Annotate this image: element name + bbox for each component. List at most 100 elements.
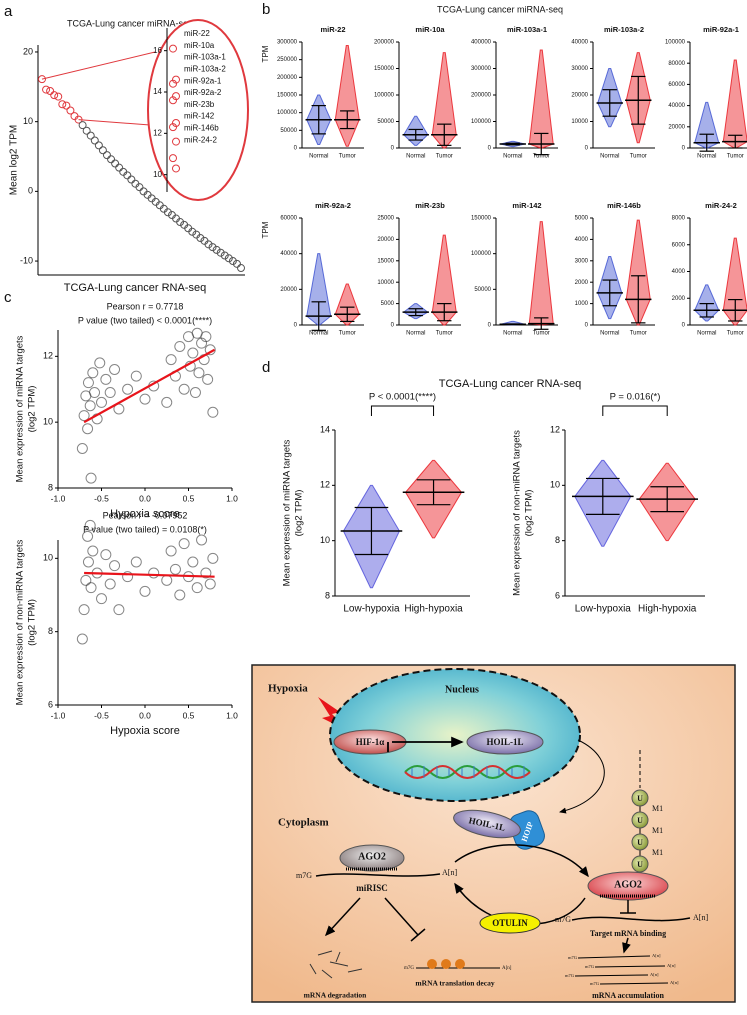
y-tick-label: 3000 bbox=[575, 258, 589, 264]
y-tick-label: 20 bbox=[23, 46, 33, 56]
point bbox=[169, 563, 181, 575]
hoil-node bbox=[453, 809, 521, 839]
point bbox=[161, 574, 173, 586]
x-tick-label: Tumor bbox=[533, 331, 550, 337]
point-cloud bbox=[528, 221, 554, 326]
y-tick-label: 300000 bbox=[277, 40, 298, 46]
annotation: P value (two tailed) = 0.0108(*) bbox=[83, 524, 207, 534]
point bbox=[207, 406, 219, 418]
point bbox=[84, 519, 96, 531]
point bbox=[82, 377, 94, 389]
mrna bbox=[574, 974, 649, 977]
y-tick-label: 5000 bbox=[381, 301, 395, 307]
x-tick-label: -0.5 bbox=[94, 710, 109, 720]
y-tick-label: 40000 bbox=[668, 103, 685, 109]
comparison-label: P = 0.016(*) bbox=[610, 392, 661, 403]
point bbox=[96, 593, 107, 605]
y-axis-label: (log2 TPM) bbox=[294, 490, 305, 537]
point bbox=[78, 604, 90, 616]
complex-label: miRISC bbox=[356, 883, 388, 893]
point bbox=[189, 387, 201, 399]
x-tick-label: Normal bbox=[406, 154, 425, 160]
hoil-label: HOIL-1L bbox=[486, 737, 523, 747]
y-tick-label: 400000 bbox=[471, 40, 492, 46]
y-tick-label: 14 bbox=[320, 424, 330, 434]
point bbox=[66, 106, 75, 115]
x-tick-label: Normal bbox=[309, 154, 328, 160]
x-tick-label: Tumor bbox=[436, 154, 453, 160]
y-tick-label: 0 bbox=[585, 146, 589, 152]
y-tick-label: 8 bbox=[48, 482, 53, 492]
point bbox=[196, 234, 205, 243]
subplot-title: miR-23b bbox=[415, 201, 445, 210]
y-tick-label: 30000 bbox=[571, 66, 588, 72]
point bbox=[84, 400, 96, 412]
point bbox=[178, 383, 190, 395]
lightning-icon bbox=[318, 697, 350, 732]
point bbox=[123, 171, 132, 180]
point bbox=[216, 248, 225, 257]
point bbox=[104, 387, 116, 399]
point bbox=[111, 159, 120, 168]
x-axis-label: Hypoxia score bbox=[110, 725, 180, 737]
inset-label: miR-22 bbox=[184, 29, 210, 38]
point bbox=[82, 530, 94, 542]
x-tick-label: Normal bbox=[600, 154, 619, 160]
point bbox=[127, 175, 136, 184]
x-tick-label: Normal bbox=[309, 331, 328, 337]
y-tick-label: 5000 bbox=[575, 216, 589, 222]
compartment-label: Cytoplasm bbox=[278, 817, 329, 829]
y-tick-label: 2000 bbox=[672, 296, 686, 302]
cap-label: m7G bbox=[590, 981, 600, 986]
tail-label: A[n] bbox=[670, 980, 679, 985]
cap-label: m7G bbox=[585, 964, 595, 969]
y-tick-label: 100000 bbox=[665, 40, 686, 46]
x-tick-label: Tumor bbox=[339, 331, 356, 337]
point bbox=[139, 393, 151, 405]
annotation: Pearson r = 0.7718 bbox=[107, 301, 184, 311]
comparison-label: P < 0.0001(****) bbox=[369, 392, 436, 403]
panel-label: d bbox=[262, 359, 270, 376]
x-tick-label: Tumor bbox=[533, 154, 550, 160]
x-tick-label: Normal bbox=[600, 331, 619, 337]
y-tick-label: 8 bbox=[48, 626, 53, 636]
point bbox=[54, 92, 63, 101]
dna-strand bbox=[404, 765, 531, 779]
y-tick-label: 15000 bbox=[377, 258, 394, 264]
y-tick-label: 6 bbox=[555, 590, 560, 600]
tail-label: A[n] bbox=[502, 966, 512, 971]
tail-label: A[n] bbox=[652, 953, 661, 958]
dna-strand bbox=[404, 765, 531, 779]
nucleus-label: Nucleus bbox=[445, 684, 479, 695]
y-axis-label: (log2 TPM) bbox=[27, 386, 38, 433]
panel-label: c bbox=[4, 289, 12, 306]
ubiquitin bbox=[631, 833, 649, 851]
y-tick-label: 6000 bbox=[672, 242, 686, 248]
y-tick-label: 20000 bbox=[571, 93, 588, 99]
y-tick-label: 10 bbox=[23, 116, 33, 126]
y-tick-label: 2000 bbox=[575, 280, 589, 286]
ubiquitin bbox=[631, 811, 649, 829]
subplot-title: miR-103a-1 bbox=[507, 25, 547, 34]
point bbox=[82, 423, 94, 435]
y-tick-label: 20000 bbox=[668, 124, 685, 130]
cap-label: m7G bbox=[296, 871, 312, 880]
point bbox=[58, 100, 67, 109]
y-tick-label: 0 bbox=[488, 146, 492, 152]
point bbox=[187, 556, 199, 568]
inset-point bbox=[169, 154, 177, 163]
y-tick-label: 20000 bbox=[377, 237, 394, 243]
point bbox=[115, 163, 124, 172]
y-tick-label: 4000 bbox=[575, 237, 589, 243]
chart-title: TCGA-Lung cancer miRNA-seq bbox=[67, 18, 193, 28]
x-tick-label: Low-hypoxia bbox=[575, 604, 632, 615]
point bbox=[107, 155, 116, 164]
x-tick-label: Low-hypoxia bbox=[343, 604, 400, 615]
point bbox=[109, 364, 121, 375]
inhibition bbox=[384, 897, 426, 942]
y-tick-label: 8000 bbox=[672, 216, 686, 222]
comparison-bracket bbox=[370, 405, 435, 416]
y-tick-label: 12 bbox=[153, 128, 162, 137]
subplot-title: miR-103a-2 bbox=[604, 25, 644, 34]
